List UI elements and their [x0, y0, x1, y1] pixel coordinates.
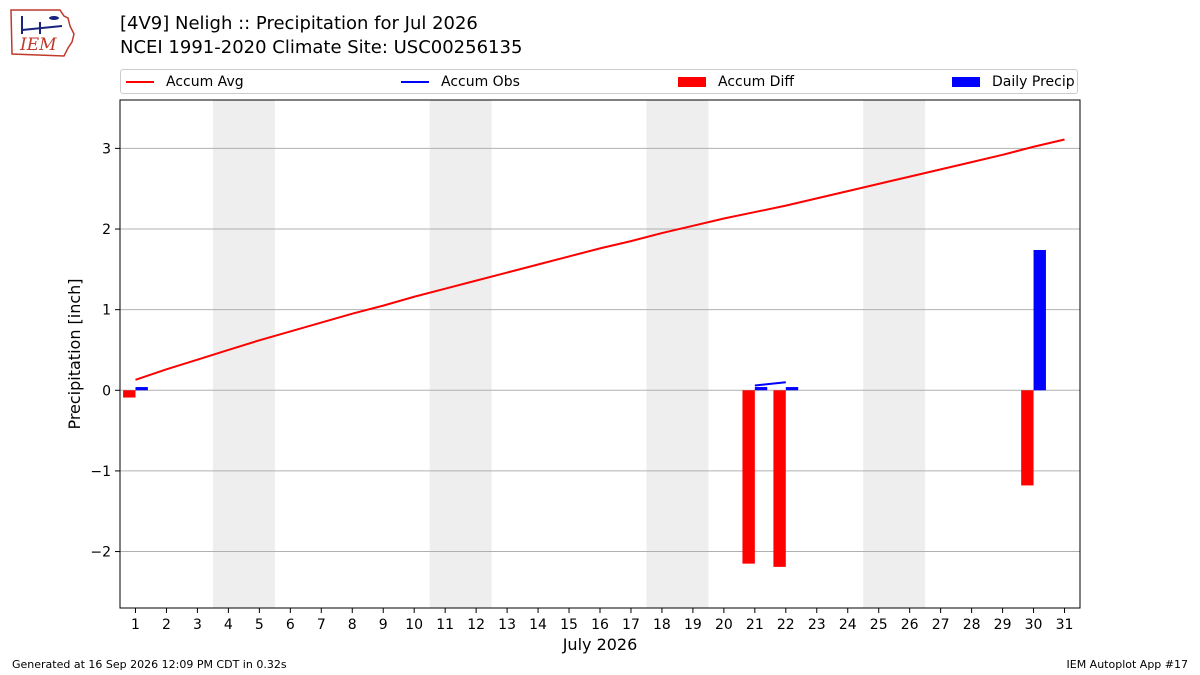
- legend-label-accum-avg: Accum Avg: [166, 74, 244, 90]
- y-tick-label: 1: [102, 303, 111, 319]
- x-tick-label: 31: [1056, 617, 1074, 633]
- x-tick-label: 6: [286, 617, 295, 633]
- daily-precip-bar: [135, 387, 148, 391]
- x-tick-label: 18: [653, 617, 671, 633]
- legend-label-accum-obs: Accum Obs: [441, 74, 520, 90]
- x-tick-label: 2: [162, 617, 171, 633]
- weekend-shade-1: [212, 100, 275, 608]
- x-tick-label: 24: [839, 617, 857, 633]
- x-tick-label: 28: [963, 617, 981, 633]
- x-tick-label: 11: [436, 617, 454, 633]
- x-tick-label: 16: [591, 617, 609, 633]
- daily-precip-bar: [785, 387, 799, 391]
- weekend-shade-2: [429, 100, 492, 608]
- accum-diff-bar: [742, 390, 755, 564]
- x-tick-label: 29: [994, 617, 1012, 633]
- x-tick-label: 26: [901, 617, 919, 633]
- legend-label-accum-diff: Accum Diff: [718, 74, 795, 90]
- y-tick-label: 2: [102, 222, 111, 238]
- legend-swatch-accum-diff: [678, 77, 706, 87]
- chart-legend: Accum Avg Accum Obs Accum Diff Daily Pre…: [120, 69, 1078, 94]
- y-tick-label: 0: [102, 383, 111, 399]
- accum-obs-line: [754, 381, 786, 387]
- x-tick-label: 20: [715, 617, 733, 633]
- weekend-shade-3: [646, 100, 709, 608]
- x-tick-label: 23: [808, 617, 826, 633]
- x-tick-label: 27: [932, 617, 950, 633]
- legend-label-daily-precip: Daily Precip: [992, 74, 1075, 90]
- chart-title: [4V9] Neligh :: Precipitation for Jul 20…: [120, 13, 478, 34]
- x-tick-label: 19: [684, 617, 702, 633]
- x-tick-label: 17: [622, 617, 640, 633]
- legend-swatch-accum-avg: [126, 81, 154, 83]
- x-tick-label: 1: [131, 617, 140, 633]
- x-axis-label: July 2026: [562, 635, 638, 654]
- x-tick-label: 25: [870, 617, 888, 633]
- legend-swatch-accum-obs: [401, 81, 429, 83]
- logo-text: IEM: [19, 35, 57, 55]
- y-tick-label: 3: [102, 141, 111, 157]
- plot-frame: [119, 99, 1081, 609]
- x-tick-label: 30: [1025, 617, 1043, 633]
- x-tick-label: 4: [224, 617, 233, 633]
- x-tick-label: 15: [560, 617, 578, 633]
- x-tick-label: 7: [317, 617, 326, 633]
- accum-avg-line: [135, 138, 1065, 381]
- daily-precip-bar: [1033, 249, 1046, 391]
- legend-item-accum-diff: Accum Diff: [678, 73, 794, 91]
- y-tick-label: −2: [90, 545, 111, 561]
- footer-generated-text: Generated at 16 Sep 2026 12:09 PM CDT in…: [12, 658, 287, 671]
- x-tick-label: 22: [777, 617, 795, 633]
- iem-logo: IEM: [10, 9, 75, 57]
- x-tick-label: 12: [467, 617, 485, 633]
- x-tick-label: 5: [255, 617, 264, 633]
- x-tick-label: 8: [348, 617, 357, 633]
- accum-diff-bar: [123, 390, 136, 398]
- legend-item-accum-avg: Accum Avg: [126, 73, 244, 91]
- daily-precip-bar: [754, 387, 768, 391]
- y-axis-label: Precipitation [inch]: [65, 278, 84, 429]
- accum-diff-bar: [1021, 390, 1034, 486]
- x-tick-label: 21: [746, 617, 764, 633]
- legend-item-accum-obs: Accum Obs: [401, 73, 520, 91]
- legend-swatch-daily-precip: [952, 77, 980, 87]
- y-tick-label: −1: [90, 464, 111, 480]
- footer-app-text: IEM Autoplot App #17: [1066, 658, 1189, 671]
- x-tick-label: 13: [498, 617, 516, 633]
- accum-diff-bar: [773, 390, 786, 567]
- legend-item-daily-precip: Daily Precip: [952, 73, 1075, 91]
- x-tick-label: 10: [405, 617, 423, 633]
- x-tick-label: 9: [379, 617, 388, 633]
- chart-subtitle: NCEI 1991-2020 Climate Site: USC00256135: [120, 37, 523, 58]
- x-tick-label: 3: [193, 617, 202, 633]
- weekend-shade-4: [863, 100, 926, 608]
- x-tick-label: 14: [529, 617, 547, 633]
